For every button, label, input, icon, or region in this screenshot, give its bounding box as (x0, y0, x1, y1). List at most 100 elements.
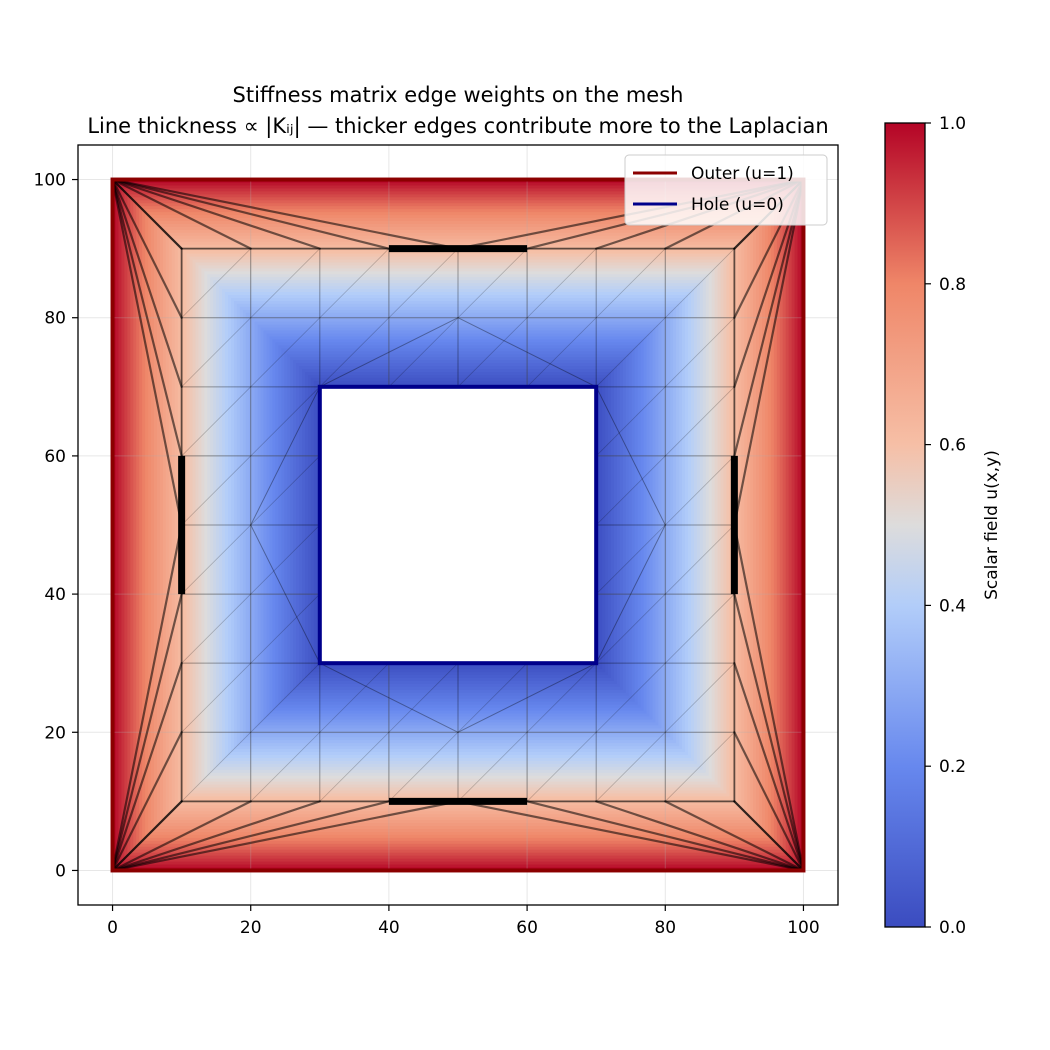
mesh-edge (457, 662, 597, 733)
mesh-edge (111, 178, 321, 250)
mesh-edge (595, 800, 805, 872)
mesh-edge (595, 317, 666, 388)
colorbar-ticks: 0.0 0.2 0.4 0.6 0.8 1.0 (925, 114, 966, 938)
colorbar-tick-label: 1.0 (939, 114, 966, 134)
mesh-edge (250, 524, 321, 595)
mesh-edge (111, 178, 183, 250)
mesh-edge (319, 662, 390, 733)
mesh-edge (250, 455, 321, 526)
mesh-edge (111, 731, 183, 872)
mesh-edge (319, 317, 390, 388)
chart-title: Stiffness matrix edge weights on the mes… (233, 83, 684, 107)
mesh-edge (250, 386, 321, 457)
mesh-edge (457, 317, 528, 388)
y-tick-label: 60 (44, 447, 66, 467)
mesh-edge (111, 523, 183, 872)
mesh-edge (111, 800, 321, 872)
mesh-edge (388, 248, 459, 319)
mesh-edge (595, 524, 666, 595)
mesh-edge (457, 662, 528, 733)
outer-boundary (110, 177, 806, 873)
mesh-edge (664, 593, 735, 664)
legend-label-outer: Outer (u=1) (691, 164, 794, 184)
mesh-edge (457, 248, 528, 319)
mesh-edge (733, 800, 805, 872)
mesh-edge (526, 248, 597, 319)
x-axis-ticks: 0 20 40 60 80 100 (107, 905, 820, 938)
mesh-edge (181, 317, 252, 388)
mesh-edge (664, 524, 735, 595)
mesh-edge (111, 178, 460, 250)
mesh-edge (595, 593, 666, 664)
y-tick-label: 80 (44, 309, 66, 329)
mesh-edge (664, 800, 805, 872)
stiff-edges (178, 245, 738, 805)
mesh-edge (181, 662, 252, 733)
mesh-edge (664, 731, 735, 802)
mesh-edge (181, 386, 252, 457)
x-tick-label: 20 (240, 918, 262, 938)
mesh-edge (388, 731, 459, 802)
mesh-edge (250, 248, 321, 319)
axes-frame (77, 144, 839, 906)
mesh-edge (111, 800, 183, 872)
mesh-edge (111, 662, 183, 872)
chart-subtitle: Line thickness ∝ |Kᵢⱼ| — thicker edges c… (87, 114, 828, 139)
y-tick-label: 0 (55, 861, 66, 881)
mesh-edge (733, 662, 805, 872)
mesh-edge (595, 455, 666, 526)
mesh-edge (664, 386, 735, 457)
mesh-edge (388, 317, 459, 388)
legend-label-hole: Hole (u=0) (691, 195, 784, 215)
colorbar-tick-label: 0.8 (939, 275, 966, 295)
mesh-edge (181, 731, 252, 802)
legend: Outer (u=1) Hole (u=0) (624, 154, 828, 226)
mesh-edge (595, 386, 666, 457)
mesh-edge (319, 317, 459, 388)
mesh-edge (111, 178, 252, 250)
colorbar-tick-label: 0.2 (939, 757, 966, 777)
mesh-edge (111, 800, 460, 872)
mesh-edge (250, 593, 321, 664)
mesh-edge (111, 178, 183, 388)
mesh-edge (664, 455, 735, 526)
mesh-edge (250, 317, 321, 388)
mesh-edge (388, 662, 459, 733)
colorbar (884, 122, 926, 928)
colorbar-tick-label: 0.4 (939, 596, 966, 616)
y-axis-ticks: 0 20 40 60 80 100 (34, 171, 78, 881)
mesh-edge (250, 524, 321, 664)
mesh-edge (456, 800, 805, 872)
y-tick-label: 100 (34, 171, 66, 191)
x-tick-label: 0 (107, 918, 118, 938)
mesh-edge (664, 248, 735, 319)
mesh-edge (595, 386, 666, 526)
mesh-edge (595, 662, 666, 733)
mesh-edge (111, 592, 183, 872)
colorbar-tick-label: 0.0 (939, 918, 966, 938)
colorbar-tick-label: 0.6 (939, 436, 966, 456)
hole-boundary (317, 384, 599, 666)
mesh-edge (250, 731, 321, 802)
colorbar-label: Scalar field u(x,y) (982, 450, 1002, 600)
mesh-edge (111, 178, 183, 458)
x-tick-label: 40 (378, 918, 400, 938)
mesh-edge (664, 662, 735, 733)
mesh-edge (595, 731, 666, 802)
mesh-edge (733, 592, 805, 872)
mesh-edge (457, 317, 597, 388)
mesh-edge (250, 662, 321, 733)
mesh-edge (111, 800, 252, 872)
mesh-edge (111, 178, 183, 527)
mesh-edge (595, 524, 666, 664)
mesh-edge (111, 178, 183, 319)
mesh-edge (111, 178, 391, 250)
x-tick-label: 80 (654, 918, 676, 938)
mesh-edge (319, 248, 390, 319)
mesh-edge (250, 386, 321, 526)
mesh-edge (733, 178, 805, 458)
mesh-edge (595, 248, 666, 319)
mesh-edge (111, 800, 391, 872)
mesh-edge (526, 731, 597, 802)
